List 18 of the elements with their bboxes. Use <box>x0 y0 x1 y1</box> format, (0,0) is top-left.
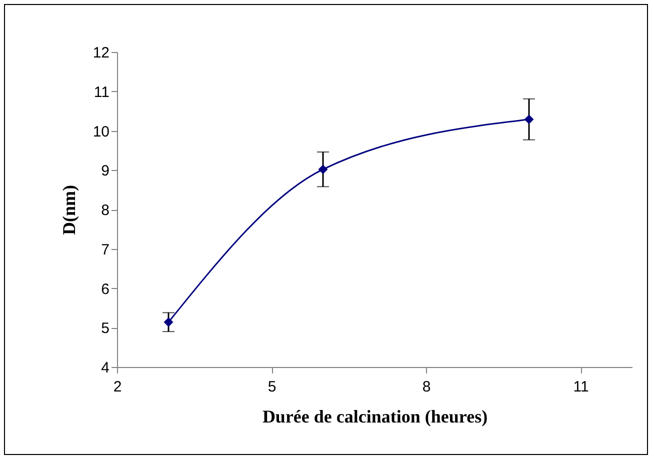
y-tick-label: 4 <box>101 360 110 376</box>
point <box>164 317 174 327</box>
y-tick-label: 8 <box>101 202 110 219</box>
y-axis-title: D(nm) <box>58 185 79 235</box>
x-tick-label: 5 <box>268 378 276 396</box>
x-tick-label: 2 <box>113 378 122 396</box>
point <box>318 164 328 174</box>
y-tick-label: 7 <box>101 241 110 258</box>
x-tick-label: 8 <box>422 378 431 396</box>
y-tick-label: 9 <box>101 162 110 180</box>
y-tick-label: 12 <box>92 44 110 62</box>
y-tick-label: 6 <box>101 280 110 298</box>
y-tick-label: 11 <box>94 84 110 101</box>
x-tick-label: 11 <box>573 378 589 396</box>
y-tick-label: 5 <box>101 320 110 338</box>
x-axis-title: Durée de calcination (heures) <box>262 406 488 426</box>
y-tick-label: 10 <box>92 123 110 140</box>
point <box>524 114 534 124</box>
